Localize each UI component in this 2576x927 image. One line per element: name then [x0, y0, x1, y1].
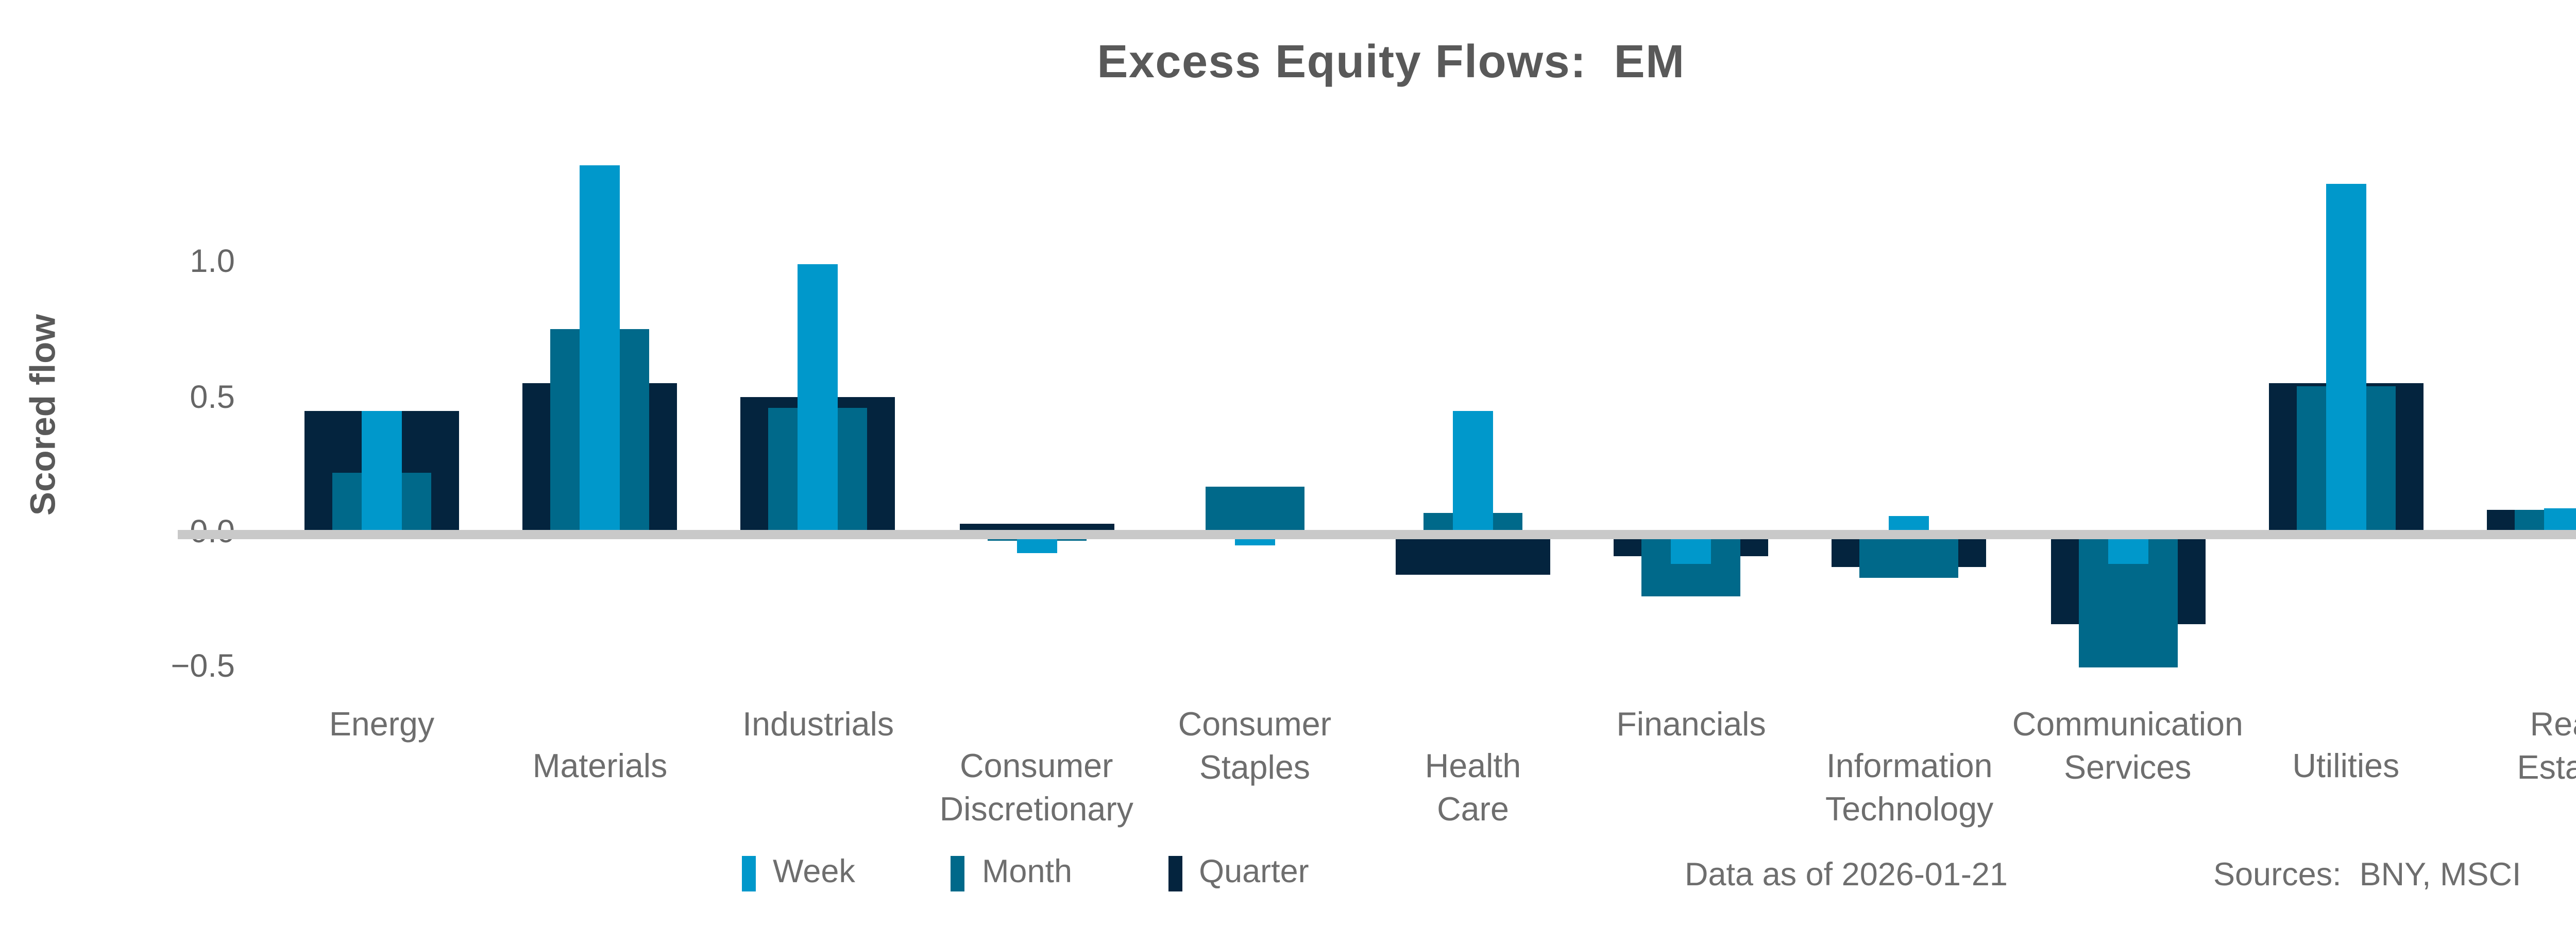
chart-title: Excess Equity Flows: EM — [1097, 37, 1685, 88]
bar-week-2 — [580, 164, 620, 535]
legend-label-week: Week — [773, 854, 855, 890]
x-axis-label: Staples — [1199, 749, 1310, 786]
x-axis-label: Energy — [329, 706, 435, 743]
bar-week-1 — [362, 410, 402, 535]
x-axis-label: Technology — [1825, 791, 1994, 828]
x-axis-label: Materials — [532, 748, 668, 785]
bar-week-9 — [2107, 535, 2148, 564]
y-tick-label: 1.0 — [190, 244, 235, 280]
legend: Week Month Quarter — [742, 854, 1309, 891]
month-swatch-icon — [951, 855, 965, 891]
bar-week-7 — [1671, 535, 1711, 564]
y-tick-label: 0.5 — [190, 379, 235, 415]
x-axis-label: Consumer — [960, 748, 1113, 785]
x-axis-label: Communication — [2012, 706, 2243, 743]
x-axis-label: Industrials — [742, 706, 894, 743]
x-axis-baseline — [178, 530, 2576, 539]
x-axis-label: Consumer — [1178, 706, 1332, 743]
legend-item-month: Month — [951, 854, 1072, 891]
x-axis-label: Health — [1425, 748, 1521, 785]
x-axis-label: Financials — [1616, 706, 1766, 743]
legend-item-week: Week — [742, 854, 855, 891]
x-axis-label: Discretionary — [939, 791, 1133, 828]
quarter-swatch-icon — [1168, 855, 1182, 891]
legend-label-month: Month — [981, 854, 1073, 890]
data-as-of-text: Data as of 2026-01-21 — [1685, 857, 2008, 893]
x-axis-label: Care — [1437, 791, 1509, 828]
week-swatch-icon — [742, 855, 756, 891]
x-axis-label: Services — [2064, 749, 2192, 786]
sources-text: Sources: BNY, MSCI — [2213, 857, 2521, 893]
x-axis-label: Real — [2530, 706, 2576, 743]
bar-week-10 — [2326, 183, 2366, 535]
bar-week-6 — [1453, 410, 1493, 535]
x-axis-label: Utilities — [2292, 748, 2400, 785]
legend-label-quarter: Quarter — [1199, 854, 1309, 890]
bar-week-3 — [798, 264, 839, 535]
bar-month-8 — [1860, 535, 1959, 578]
x-axis-label: Information — [1826, 748, 1993, 785]
legend-item-quarter: Quarter — [1168, 854, 1309, 891]
bar-month-5 — [1205, 486, 1304, 535]
y-tick-label: −0.5 — [171, 649, 235, 685]
x-axis-label: Estate — [2517, 749, 2576, 786]
bar-quarter-6 — [1396, 535, 1550, 575]
